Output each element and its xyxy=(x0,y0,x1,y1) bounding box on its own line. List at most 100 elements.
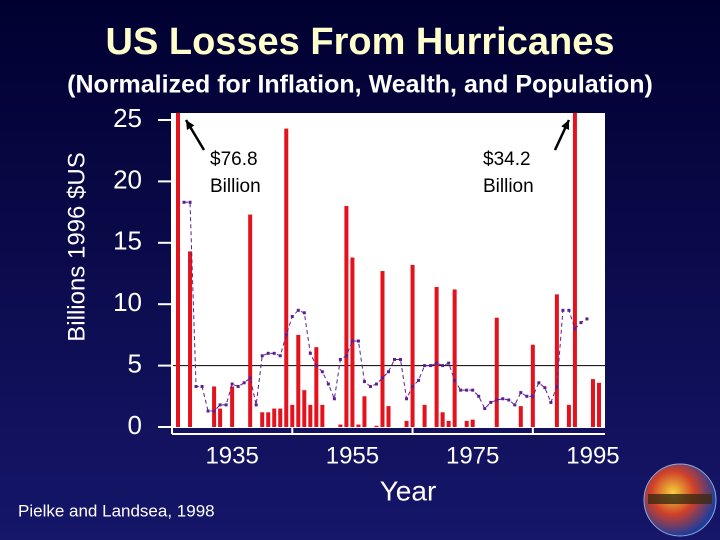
x-tick-label: 1975 xyxy=(446,442,499,469)
line-marker xyxy=(230,382,234,386)
bar xyxy=(230,386,235,427)
annotation: $76.8 xyxy=(210,149,258,170)
line-marker xyxy=(465,388,469,392)
bar xyxy=(320,404,325,427)
moving-average-line xyxy=(184,201,588,412)
line-marker xyxy=(531,394,535,398)
bar xyxy=(266,412,271,427)
bar xyxy=(422,404,427,427)
y-tick-label: 10 xyxy=(113,287,142,317)
line-marker xyxy=(236,384,240,388)
bar xyxy=(218,408,223,427)
bar xyxy=(590,379,595,427)
bar xyxy=(566,404,571,427)
bar xyxy=(302,390,307,427)
line-marker xyxy=(374,382,378,386)
bar xyxy=(290,404,295,427)
bar xyxy=(470,419,475,427)
annotation-arrowhead xyxy=(561,120,570,130)
line-marker xyxy=(453,378,457,382)
line-marker xyxy=(266,351,270,355)
line-marker xyxy=(441,364,445,368)
line-marker xyxy=(338,357,342,361)
line-marker xyxy=(549,400,553,404)
line-marker xyxy=(501,397,505,401)
line-marker xyxy=(296,308,300,312)
bar xyxy=(356,424,361,427)
line-marker xyxy=(435,361,439,365)
line-marker xyxy=(356,339,360,343)
bar xyxy=(464,420,469,427)
line-marker xyxy=(260,354,264,358)
line-marker xyxy=(477,394,481,398)
line-marker xyxy=(368,384,372,388)
x-axis-label: Year xyxy=(380,475,437,506)
bar xyxy=(434,287,439,427)
bar xyxy=(518,406,523,427)
x-tick-label: 1955 xyxy=(326,442,379,469)
line-marker xyxy=(579,321,583,325)
bar xyxy=(410,264,415,427)
bar xyxy=(296,334,301,427)
line-marker xyxy=(290,314,294,318)
bar xyxy=(212,386,217,427)
line-marker xyxy=(308,351,312,355)
line-marker xyxy=(471,388,475,392)
line-marker xyxy=(284,333,288,337)
bar xyxy=(446,420,451,427)
chart-subtitle: (Normalized for Inflation, Wealth, and P… xyxy=(67,71,653,99)
line-marker xyxy=(332,397,336,401)
line-marker xyxy=(200,384,204,388)
line-marker xyxy=(350,339,354,343)
line-marker xyxy=(447,361,451,365)
annotation: Billion xyxy=(210,176,261,197)
bar xyxy=(248,214,253,427)
bar xyxy=(272,408,277,427)
bar xyxy=(530,344,535,427)
bar xyxy=(380,271,385,427)
x-tick-label: 1995 xyxy=(566,442,619,469)
line-marker xyxy=(188,200,192,204)
logo xyxy=(643,463,717,537)
line-marker xyxy=(423,364,427,368)
y-tick-label: 15 xyxy=(113,226,142,256)
line-marker xyxy=(507,398,511,402)
line-marker xyxy=(362,380,366,384)
line-marker xyxy=(302,311,306,315)
line-marker xyxy=(405,397,409,401)
line-marker xyxy=(380,376,384,380)
y-tick-label: 0 xyxy=(128,410,142,440)
line-marker xyxy=(212,409,216,413)
annotation: Billion xyxy=(483,176,534,197)
line-marker xyxy=(459,388,463,392)
y-tick-label: 5 xyxy=(128,348,142,378)
bar xyxy=(314,347,319,427)
y-tick-label: 20 xyxy=(113,164,142,194)
line-marker xyxy=(242,381,246,385)
line-marker xyxy=(326,382,330,386)
line-marker xyxy=(393,357,397,361)
bar xyxy=(278,408,283,427)
bar xyxy=(188,251,193,427)
chart-title: US Losses From Hurricanes xyxy=(106,21,615,63)
y-axis-label: Billions 1996 $US xyxy=(63,152,90,341)
line-marker xyxy=(278,354,282,358)
bar xyxy=(494,317,499,427)
bar xyxy=(260,412,265,427)
line-marker xyxy=(417,378,421,382)
bar xyxy=(572,113,577,428)
bar xyxy=(344,205,349,427)
line-marker xyxy=(567,308,571,312)
line-marker xyxy=(194,384,198,388)
line-marker xyxy=(543,386,547,390)
line-marker xyxy=(561,308,565,312)
y-tick-label: 25 xyxy=(113,103,142,133)
line-marker xyxy=(525,394,529,398)
line-marker xyxy=(495,398,499,402)
x-tick-label: 1935 xyxy=(205,442,258,469)
line-marker xyxy=(272,351,276,355)
bar xyxy=(404,420,409,427)
line-marker xyxy=(585,317,589,321)
line-marker xyxy=(537,381,541,385)
